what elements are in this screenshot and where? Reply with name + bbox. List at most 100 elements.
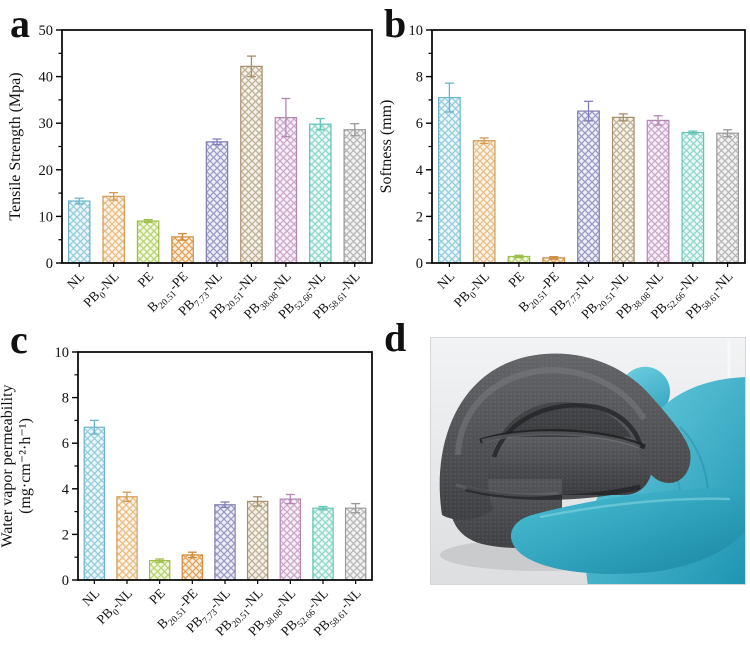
error-bar	[315, 117, 325, 131]
bar	[343, 129, 367, 264]
bar	[279, 498, 302, 581]
y-tick-label: 4	[62, 482, 70, 498]
fold-outer-arch-texture	[439, 353, 691, 520]
x-category-label: PE	[505, 269, 527, 291]
y-tick-label: 4	[416, 163, 424, 179]
panel-a-tensile-strength-chart: 0 10 20 30 40 50 Tensile Strength (Mpa) NL PB0-N…	[0, 0, 375, 330]
panel-c-letter: c	[10, 317, 28, 362]
photo-border	[430, 337, 746, 585]
panel-b-letter: b	[384, 1, 407, 46]
glove-thumb-highlight	[539, 497, 731, 519]
y-tick-label: 0	[416, 256, 423, 272]
error-bar	[653, 115, 663, 126]
x-category-label: PB0-NL	[451, 269, 495, 313]
error-bar	[549, 256, 559, 260]
fold-highlight	[455, 483, 559, 497]
bar	[67, 200, 91, 264]
error-bar	[281, 97, 291, 138]
error-bar	[514, 254, 524, 259]
y-tick-label: 6	[62, 436, 69, 452]
panel-d-sample-photo	[375, 330, 750, 655]
y-axis-title: Softness (mm)	[378, 100, 395, 194]
error-bar	[155, 558, 165, 563]
error-bar	[350, 123, 360, 137]
y-tick-label: 0	[46, 256, 53, 272]
folded-leather-sample-photo	[430, 337, 746, 585]
bar	[205, 141, 229, 264]
fold-crevice	[491, 403, 644, 458]
bar	[611, 116, 635, 264]
bar	[344, 507, 367, 581]
bar	[274, 117, 298, 264]
bar	[214, 504, 236, 581]
y-axis-title: (mg·cm⁻²·h⁻¹)	[17, 418, 34, 514]
bar	[312, 507, 334, 581]
bar	[577, 110, 600, 264]
y-axis-title: Tensile Strength (Mpa)	[7, 72, 24, 220]
y-tick-label: 2	[62, 527, 69, 543]
error-bar	[318, 505, 328, 511]
y-tick-label: 20	[39, 163, 54, 179]
error-bar	[444, 82, 454, 113]
x-category-label: PB0-NL	[80, 269, 124, 313]
error-bar	[479, 137, 489, 145]
y-tick-label: 10	[55, 345, 70, 361]
bar	[181, 554, 204, 581]
panel-b-softness-chart: 0 2 4 6 8 10 Softness (mm) NL PB0-NL PE B20.51-PE P…	[375, 0, 750, 330]
x-category-label: PE	[146, 586, 168, 608]
bar	[136, 220, 160, 264]
bar	[438, 96, 461, 264]
bar	[681, 131, 705, 264]
y-tick-label: 40	[39, 70, 54, 86]
y-tick-label: 0	[62, 573, 69, 589]
panel-d-letter: d	[384, 315, 407, 360]
error-bar	[89, 419, 99, 435]
y-tick-label: 50	[39, 23, 54, 39]
bar	[246, 500, 269, 581]
bar	[116, 496, 138, 581]
error-bar	[351, 502, 361, 514]
x-category-label: NL	[64, 269, 87, 292]
folded-leather-sample	[439, 353, 691, 548]
tensile-strength-bar-chart: 0 10 20 30 40 50 Tensile Strength (Mpa) NLPB0-N…	[7, 23, 373, 322]
bar	[472, 140, 496, 264]
error-bar	[220, 501, 230, 509]
glove-thumb	[510, 488, 746, 574]
bar	[240, 65, 263, 264]
error-bar	[253, 496, 263, 507]
panel-a-letter: a	[10, 1, 30, 46]
panel-c-water-vapor-permeability-chart: 0 2 4 6 8 10 Water vapor permeability (mg·cm⁻²·…	[0, 330, 375, 655]
error-bar	[246, 55, 256, 78]
fold-highlight	[455, 366, 647, 456]
x-category-label: NL	[79, 586, 102, 609]
x-category-label: PB0-NL	[94, 586, 138, 630]
y-tick-label: 10	[39, 209, 54, 225]
error-bar	[187, 551, 197, 559]
fold-highlight	[481, 431, 641, 449]
y-tick-label: 8	[62, 391, 69, 407]
error-bar	[723, 129, 733, 138]
bar	[646, 119, 670, 264]
bar	[309, 123, 332, 264]
error-bar	[584, 100, 593, 122]
error-bar	[178, 232, 188, 241]
error-bar	[688, 130, 698, 135]
bar	[83, 426, 106, 581]
bar	[171, 236, 194, 264]
y-tick-label: 30	[39, 116, 54, 132]
y-tick-label: 6	[416, 116, 423, 132]
error-bar	[618, 113, 628, 122]
error-bar	[74, 197, 84, 205]
fold-crevice	[465, 484, 641, 500]
water-vapor-permeability-bar-chart: 0 2 4 6 8 10 Water vapor permeability (mg·cm⁻²·…	[0, 345, 373, 639]
y-tick-label: 10	[409, 23, 424, 39]
y-tick-label: 8	[416, 70, 423, 86]
bar	[148, 560, 171, 581]
y-axis-title: Water vapor permeability	[0, 384, 16, 547]
y-tick-label: 2	[416, 209, 423, 225]
error-bar	[285, 493, 295, 505]
bar	[716, 132, 739, 264]
error-bar	[212, 138, 222, 146]
error-bar	[109, 191, 119, 201]
